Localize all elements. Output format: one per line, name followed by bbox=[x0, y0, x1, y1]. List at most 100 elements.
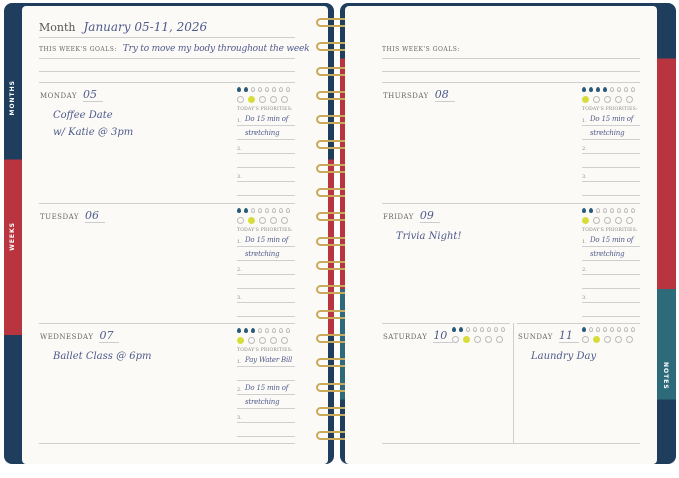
mood-face-icon[interactable] bbox=[626, 217, 633, 224]
month-value[interactable]: January 05-11, 2026 bbox=[83, 20, 208, 34]
water-drop-icon[interactable] bbox=[617, 87, 621, 92]
mood-face-icon[interactable] bbox=[248, 217, 255, 224]
mood-face-icon[interactable] bbox=[270, 96, 277, 103]
priority-text[interactable]: stretching bbox=[245, 129, 280, 137]
water-drop-icon[interactable] bbox=[459, 327, 463, 332]
water-drop-icon[interactable] bbox=[596, 327, 600, 332]
water-drop-icon[interactable] bbox=[473, 327, 477, 332]
mood-face-icon[interactable] bbox=[496, 336, 503, 343]
water-drop-icon[interactable] bbox=[631, 87, 635, 92]
mood-face-icon[interactable] bbox=[615, 96, 622, 103]
day-date[interactable]: 08 bbox=[434, 88, 455, 102]
water-drop-icon[interactable] bbox=[244, 328, 248, 333]
water-tracker[interactable] bbox=[452, 327, 505, 332]
mood-tracker[interactable] bbox=[582, 96, 635, 103]
mood-face-icon[interactable] bbox=[626, 96, 633, 103]
mood-face-icon[interactable] bbox=[259, 96, 266, 103]
mood-face-icon[interactable] bbox=[259, 217, 266, 224]
mood-face-icon[interactable] bbox=[463, 336, 470, 343]
water-drop-icon[interactable] bbox=[603, 208, 607, 213]
mood-tracker[interactable] bbox=[582, 217, 635, 224]
water-tracker[interactable] bbox=[582, 327, 635, 332]
mood-face-icon[interactable] bbox=[615, 217, 622, 224]
priority-text[interactable]: Do 15 min of bbox=[245, 384, 289, 392]
day-note[interactable]: Laundry Day bbox=[531, 351, 597, 362]
day-note[interactable]: w/ Katie @ 3pm bbox=[53, 127, 134, 138]
tab-weeks[interactable]: WEEKS bbox=[9, 222, 16, 251]
mood-face-icon[interactable] bbox=[593, 96, 600, 103]
priority-text[interactable]: Do 15 min of bbox=[245, 115, 289, 123]
water-drop-icon[interactable] bbox=[589, 327, 593, 332]
water-drop-icon[interactable] bbox=[265, 208, 269, 213]
water-drop-icon[interactable] bbox=[272, 208, 276, 213]
day-date[interactable]: 11 bbox=[558, 329, 579, 343]
day-date[interactable]: 10 bbox=[433, 329, 454, 343]
water-drop-icon[interactable] bbox=[617, 208, 621, 213]
mood-face-icon[interactable] bbox=[626, 336, 633, 343]
priority-text[interactable]: stretching bbox=[590, 250, 625, 258]
water-drop-icon[interactable] bbox=[244, 208, 248, 213]
day-note[interactable]: Trivia Night! bbox=[396, 231, 462, 242]
water-tracker[interactable] bbox=[237, 208, 290, 213]
mood-face-icon[interactable] bbox=[593, 217, 600, 224]
water-drop-icon[interactable] bbox=[258, 208, 262, 213]
water-drop-icon[interactable] bbox=[251, 328, 255, 333]
water-drop-icon[interactable] bbox=[244, 87, 248, 92]
water-tracker[interactable] bbox=[237, 328, 290, 333]
water-drop-icon[interactable] bbox=[251, 208, 255, 213]
water-drop-icon[interactable] bbox=[286, 87, 290, 92]
water-drop-icon[interactable] bbox=[279, 208, 283, 213]
mood-face-icon[interactable] bbox=[452, 336, 459, 343]
mood-face-icon[interactable] bbox=[485, 336, 492, 343]
water-drop-icon[interactable] bbox=[258, 328, 262, 333]
mood-face-icon[interactable] bbox=[582, 217, 589, 224]
mood-face-icon[interactable] bbox=[281, 337, 288, 344]
water-drop-icon[interactable] bbox=[610, 87, 614, 92]
water-drop-icon[interactable] bbox=[603, 87, 607, 92]
water-drop-icon[interactable] bbox=[279, 87, 283, 92]
water-drop-icon[interactable] bbox=[582, 327, 586, 332]
mood-face-icon[interactable] bbox=[237, 337, 244, 344]
water-tracker[interactable] bbox=[582, 208, 635, 213]
mood-face-icon[interactable] bbox=[270, 217, 277, 224]
priority-text[interactable]: stretching bbox=[245, 250, 280, 258]
tab-notes[interactable]: NOTES bbox=[662, 362, 669, 390]
water-drop-icon[interactable] bbox=[258, 87, 262, 92]
mood-face-icon[interactable] bbox=[593, 336, 600, 343]
day-date[interactable]: 09 bbox=[419, 209, 440, 223]
water-drop-icon[interactable] bbox=[610, 327, 614, 332]
water-drop-icon[interactable] bbox=[494, 327, 498, 332]
water-drop-icon[interactable] bbox=[596, 87, 600, 92]
water-drop-icon[interactable] bbox=[452, 327, 456, 332]
water-tracker[interactable] bbox=[582, 87, 635, 92]
mood-face-icon[interactable] bbox=[604, 336, 611, 343]
water-drop-icon[interactable] bbox=[272, 328, 276, 333]
water-drop-icon[interactable] bbox=[624, 208, 628, 213]
mood-face-icon[interactable] bbox=[615, 336, 622, 343]
water-drop-icon[interactable] bbox=[589, 87, 593, 92]
mood-tracker[interactable] bbox=[237, 337, 290, 344]
priority-text[interactable]: Do 15 min of bbox=[590, 115, 634, 123]
water-drop-icon[interactable] bbox=[631, 208, 635, 213]
mood-face-icon[interactable] bbox=[270, 337, 277, 344]
priority-text[interactable]: Do 15 min of bbox=[245, 236, 289, 244]
water-tracker[interactable] bbox=[237, 87, 290, 92]
mood-face-icon[interactable] bbox=[281, 96, 288, 103]
mood-face-icon[interactable] bbox=[237, 96, 244, 103]
water-drop-icon[interactable] bbox=[237, 87, 241, 92]
water-drop-icon[interactable] bbox=[237, 208, 241, 213]
mood-face-icon[interactable] bbox=[604, 217, 611, 224]
mood-face-icon[interactable] bbox=[281, 217, 288, 224]
water-drop-icon[interactable] bbox=[610, 208, 614, 213]
water-drop-icon[interactable] bbox=[631, 327, 635, 332]
mood-face-icon[interactable] bbox=[604, 96, 611, 103]
water-drop-icon[interactable] bbox=[624, 327, 628, 332]
mood-face-icon[interactable] bbox=[582, 336, 589, 343]
water-drop-icon[interactable] bbox=[603, 327, 607, 332]
water-drop-icon[interactable] bbox=[617, 327, 621, 332]
water-drop-icon[interactable] bbox=[251, 87, 255, 92]
mood-tracker[interactable] bbox=[452, 336, 505, 343]
mood-face-icon[interactable] bbox=[582, 96, 589, 103]
mood-face-icon[interactable] bbox=[237, 217, 244, 224]
water-drop-icon[interactable] bbox=[501, 327, 505, 332]
